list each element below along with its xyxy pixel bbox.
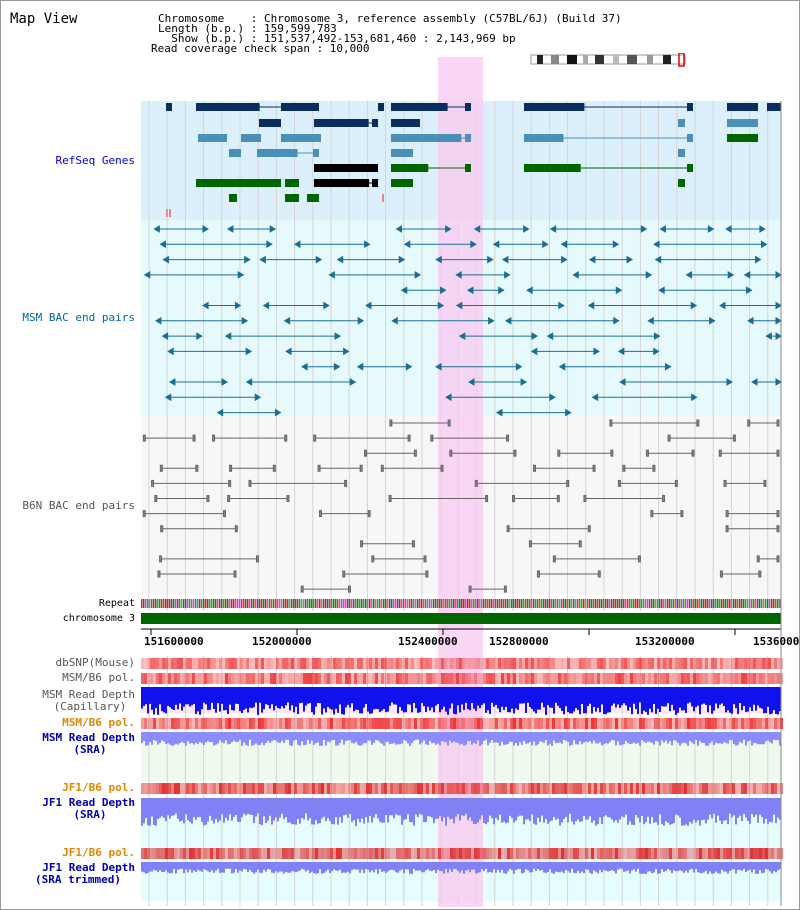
refseq-exon-15 — [281, 134, 321, 142]
refseq-exon-24 — [391, 164, 429, 172]
refseq-exon-25 — [524, 164, 581, 172]
refseq-exon-10 — [391, 119, 420, 127]
refseq-exon-8 — [259, 119, 281, 127]
jf1-read-depth-sra-label: JF1 Read Depth — [42, 796, 135, 809]
dbsnp-label: dbSNP(Mouse) — [55, 656, 135, 669]
refseq-exon-29 — [391, 179, 413, 187]
refseq-exon-21 — [391, 149, 413, 157]
refseq-exon-18 — [727, 134, 758, 142]
refseq-gene-features — [166, 103, 781, 217]
coverage-span-info: Read coverage check span : 10,000 — [151, 42, 370, 55]
msm-read-depth-sra-sublabel: (SRA) — [73, 743, 107, 756]
refseq-exon-6 — [727, 103, 758, 111]
jf1-read-depth-trimmed-sublabel: (SRA trimmed) — [34, 873, 122, 886]
b6n-bac-features — [142, 419, 780, 593]
jf1-b6-pol-label: JF1/B6 pol. — [62, 781, 135, 794]
jf1-read-depth-trimmed-label: JF1 Read Depth — [42, 861, 135, 874]
jf1-b6-pol2-label: JF1/B6 pol. — [62, 846, 135, 859]
refseq-exon-23 — [314, 164, 378, 172]
refseq-exon-14 — [241, 134, 261, 142]
b6n-bac-end-pairs-label: B6N BAC end pairs — [22, 499, 135, 512]
refseq-exon-2 — [281, 103, 318, 111]
refseq-exon-17 — [524, 134, 564, 142]
repeat-track — [141, 599, 781, 608]
chromosome-info: Chromosome : Chromosome 3, reference ass… — [158, 12, 622, 25]
show-range-info: Show (b.p.) : 151,537,492-153,681,460 : … — [158, 32, 516, 45]
refseq-exon-9 — [314, 119, 369, 127]
refseq-exon-4 — [391, 103, 448, 111]
chromosome-ideogram[interactable] — [529, 53, 689, 67]
refseq-genes-label: RefSeq Genes — [55, 154, 135, 167]
chromosome-track-label: chromosome 3 — [62, 613, 135, 624]
refseq-exon-16 — [391, 134, 462, 142]
msm-bac-features — [143, 225, 782, 417]
axis-tick-5: 153200000 — [635, 635, 695, 648]
msm-read-depth-capillary-sublabel: (Capillary) — [53, 700, 127, 713]
refseq-exon-12 — [727, 119, 758, 127]
jf1-read-depth-sra-sublabel: (SRA) — [73, 808, 107, 821]
msm-bac-end-pairs-label: MSM BAC end pairs — [22, 311, 135, 324]
refseq-exon-7 — [767, 103, 781, 111]
refseq-exon-1 — [196, 103, 260, 111]
refseq-exon-5 — [524, 103, 585, 111]
length-info: Length (b.p.) : 159,599,783 — [158, 22, 337, 35]
axis-tick-4: 152800000 — [489, 635, 549, 648]
axis-tick-2: 152000000 — [252, 635, 312, 648]
page-title: Map View — [10, 11, 78, 27]
msm-read-depth-sra-label: MSM Read Depth — [42, 731, 135, 744]
refseq-exon-28 — [314, 179, 370, 187]
chromosome-bar — [141, 613, 781, 624]
refseq-exon-32 — [285, 194, 299, 202]
msm-read-depth-capillary-label: MSM Read Depth — [42, 688, 135, 701]
refseq-exon-13 — [198, 134, 227, 142]
msm-b6-pol-label: MSM/B6 pol. — [62, 671, 135, 684]
msm-b6-pol2-label: MSM/B6 pol. — [62, 716, 135, 729]
repeat-label: Repeat — [98, 598, 135, 609]
axis-tick-1: 151600000 — [144, 635, 204, 648]
refseq-exon-26 — [196, 179, 281, 187]
axis-tick-6: 1536000 — [753, 635, 800, 648]
axis-tick-3: 152400000 — [398, 635, 458, 648]
coverage-tracks — [141, 658, 783, 874]
refseq-exon-20 — [257, 149, 298, 157]
refseq-exon-27 — [285, 179, 299, 187]
